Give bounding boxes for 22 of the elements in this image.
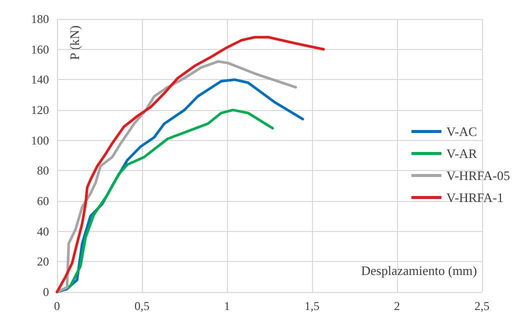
y-tick-label: 100 [31,133,49,148]
y-tick-label: 20 [37,254,49,269]
x-tick-label: 0 [54,299,60,313]
y-tick-label: 140 [31,72,49,87]
legend-label: V-HRFA-1 [446,190,504,205]
y-tick-label: 180 [31,12,49,26]
y-tick-label: 160 [31,42,49,56]
y-tick-label: 0 [43,285,49,299]
y-tick-label: 40 [37,224,49,238]
x-tick-label: 2,5 [474,299,490,313]
legend-label: V-AC [446,124,478,139]
y-tick-label: 120 [31,103,49,117]
x-tick-label: 1 [224,299,230,313]
x-tick-label: 0,5 [134,299,150,313]
x-axis-title: Desplazamiento (mm) [361,263,478,278]
x-tick-label: 1,5 [304,299,320,313]
legend-label: V-HRFA-05 [446,168,510,183]
legend-label: V-AR [446,146,478,161]
x-tick-label: 2 [394,299,400,313]
y-tick-label: 60 [37,194,49,208]
y-axis-title: P (kN) [67,25,82,60]
y-tick-label: 80 [37,164,49,178]
